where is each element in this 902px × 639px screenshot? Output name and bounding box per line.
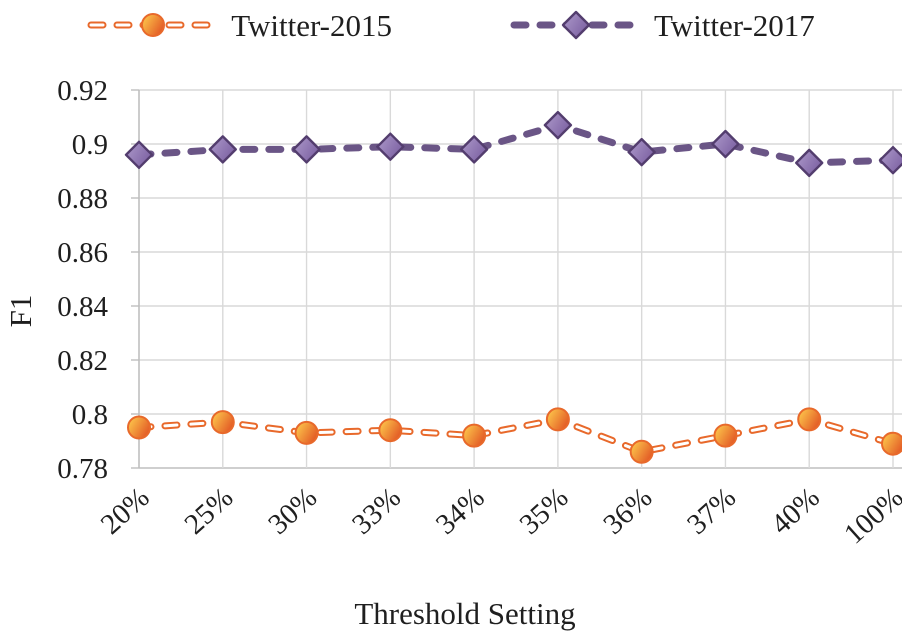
x-tick-label: 36% [597, 481, 658, 540]
y-tick-label: 0.84 [57, 291, 108, 323]
y-tick-label: 0.9 [72, 129, 108, 161]
y-tick-label: 0.82 [57, 345, 108, 377]
data-point-marker [713, 423, 738, 448]
data-point-marker [711, 129, 740, 159]
data-point-marker [878, 146, 902, 175]
data-point-marker [543, 110, 573, 140]
chart-legend: Twitter-2015 Twitter-2017 [0, 2, 902, 48]
legend-item-twitter-2017: Twitter-2017 [510, 7, 815, 43]
x-tick-label: 40% [765, 481, 826, 540]
legend-sample-circle-icon [87, 13, 219, 37]
x-tick-label: 30% [262, 481, 323, 540]
data-point-marker [127, 415, 151, 440]
data-point-marker [208, 135, 237, 164]
data-point-marker [141, 13, 166, 37]
x-tick-label: 20% [95, 481, 156, 540]
data-point-marker [561, 10, 591, 40]
legend-item-twitter-2015: Twitter-2015 [87, 7, 392, 43]
y-axis-title: F1 [3, 294, 38, 328]
data-point-marker [459, 135, 489, 164]
x-tick-label: 100% [838, 481, 902, 550]
y-tick-label: 0.8 [72, 399, 108, 431]
data-point-marker [627, 137, 656, 167]
x-tick-label: 35% [514, 481, 575, 540]
legend-sample-diamond-icon [510, 10, 642, 40]
data-point-marker [797, 407, 822, 432]
y-tick-label: 0.86 [57, 237, 108, 269]
data-point-marker [124, 140, 154, 169]
x-tick-label: 37% [681, 481, 742, 540]
data-point-marker [795, 148, 824, 178]
data-point-marker [294, 420, 319, 445]
data-point-marker [462, 423, 487, 448]
data-point-marker [629, 439, 654, 464]
data-point-marker [545, 407, 570, 432]
legend-label-twitter-2017: Twitter-2017 [654, 7, 815, 43]
data-point-marker [292, 135, 321, 164]
x-tick-label: 33% [346, 481, 407, 540]
x-axis-title: Threshold Setting [354, 596, 576, 631]
data-point-marker [376, 132, 405, 161]
y-tick-label: 0.92 [57, 75, 108, 107]
x-tick-label: 34% [430, 481, 491, 540]
data-point-marker [881, 431, 902, 456]
x-tick-label: 25% [179, 481, 240, 540]
y-tick-label: 0.88 [57, 183, 108, 215]
legend-label-twitter-2015: Twitter-2015 [231, 7, 392, 43]
data-point-marker [210, 410, 235, 435]
y-tick-label: 0.78 [57, 453, 108, 485]
data-point-marker [378, 418, 403, 443]
